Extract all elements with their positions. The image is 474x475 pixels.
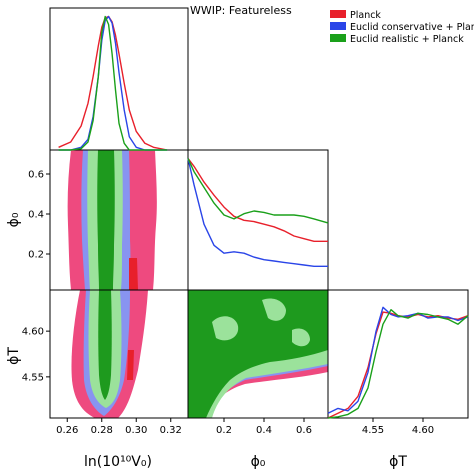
xlabel-phiT: ϕT — [389, 454, 407, 470]
ytick-label-phi0-0: 0.2 — [28, 250, 44, 261]
ytick-label-phi0-2: 0.6 — [28, 170, 44, 181]
xlabel-phi0: ϕ₀ — [251, 454, 266, 470]
ylabel-phi0: ϕ₀ — [6, 212, 22, 227]
marginal-lnV0-series-1 — [58, 15, 168, 151]
marginal-phiT-series-0 — [327, 311, 469, 419]
xtick-label-phi0-1: 0.4 — [256, 425, 272, 436]
xtick-label-phi0-0: 0.2 — [216, 425, 232, 436]
panel-phi0-marginal — [187, 149, 329, 291]
xtick-label-phi0-2: 0.6 — [296, 425, 312, 436]
xtick-label-lnV0-0: 0.26 — [56, 425, 78, 436]
legend-swatch-planck — [330, 10, 346, 18]
panel-lnV0-marginal — [49, 7, 189, 151]
legend-label-euclid-realistic: Euclid realistic + Planck — [350, 34, 464, 45]
contour-euclid-realistic-inner-lnV0-phi0 — [97, 150, 115, 290]
marginal-phi0-series-1 — [187, 158, 328, 267]
panel-lnV0-phiT — [49, 289, 189, 419]
ytick-label-phi0-1: 0.4 — [28, 210, 44, 221]
contour-euclid-realistic-inner-lnV0-phiT — [98, 290, 112, 400]
contour-euclid-realistic-gap-3 — [292, 328, 310, 347]
marginal-phi0-series-2 — [187, 158, 329, 224]
xtick-label-lnV0-2: 0.30 — [125, 425, 147, 436]
marginal-phiT-series-1 — [327, 306, 469, 414]
legend: Planck Euclid conservative + Planck Eucl… — [330, 10, 474, 45]
xtick-label-lnV0-3: 0.32 — [160, 425, 182, 436]
panel-phi0-phiT — [187, 289, 329, 419]
chart-title: WWIP: Featureless — [190, 4, 292, 17]
legend-label-planck: Planck — [350, 10, 381, 21]
contour-euclid-realistic-gap-1 — [212, 316, 239, 341]
axis-ticks: 0.26 0.28 0.30 0.32 0.2 0.4 0.6 4.55 4.60 0.2 0.4 0… — [22, 170, 434, 437]
marginal-curves — [58, 15, 469, 419]
panel-lnV0-phi0 — [49, 149, 189, 291]
marginal-phiT-series-2 — [327, 309, 469, 419]
ytick-label-phiT-0: 4.55 — [22, 372, 44, 383]
xtick-label-phiT-1: 4.60 — [412, 425, 434, 436]
ylabel-phiT: ϕT — [6, 347, 22, 365]
xlabel-lnV0: ln(10¹⁰V₀) — [84, 454, 152, 470]
contour-planck-inner-lnV0-phi0 — [129, 258, 138, 290]
panel-phiT-marginal — [327, 289, 469, 419]
xtick-label-phiT-0: 4.55 — [362, 425, 384, 436]
legend-swatch-euclid-realistic — [330, 34, 346, 42]
legend-label-euclid-conservative: Euclid conservative + Planck — [350, 22, 474, 33]
legend-swatch-euclid-conservative — [330, 22, 346, 30]
ytick-label-phiT-1: 4.60 — [22, 327, 44, 338]
marginal-phi0-series-0 — [187, 157, 328, 242]
contour-planck-inner-lnV0-phiT — [127, 350, 134, 380]
contour-euclid-realistic-gap-2 — [262, 298, 286, 321]
xtick-label-lnV0-1: 0.28 — [91, 425, 113, 436]
marginal-lnV0-series-2 — [58, 15, 168, 151]
marginal-lnV0-series-0 — [58, 15, 168, 151]
